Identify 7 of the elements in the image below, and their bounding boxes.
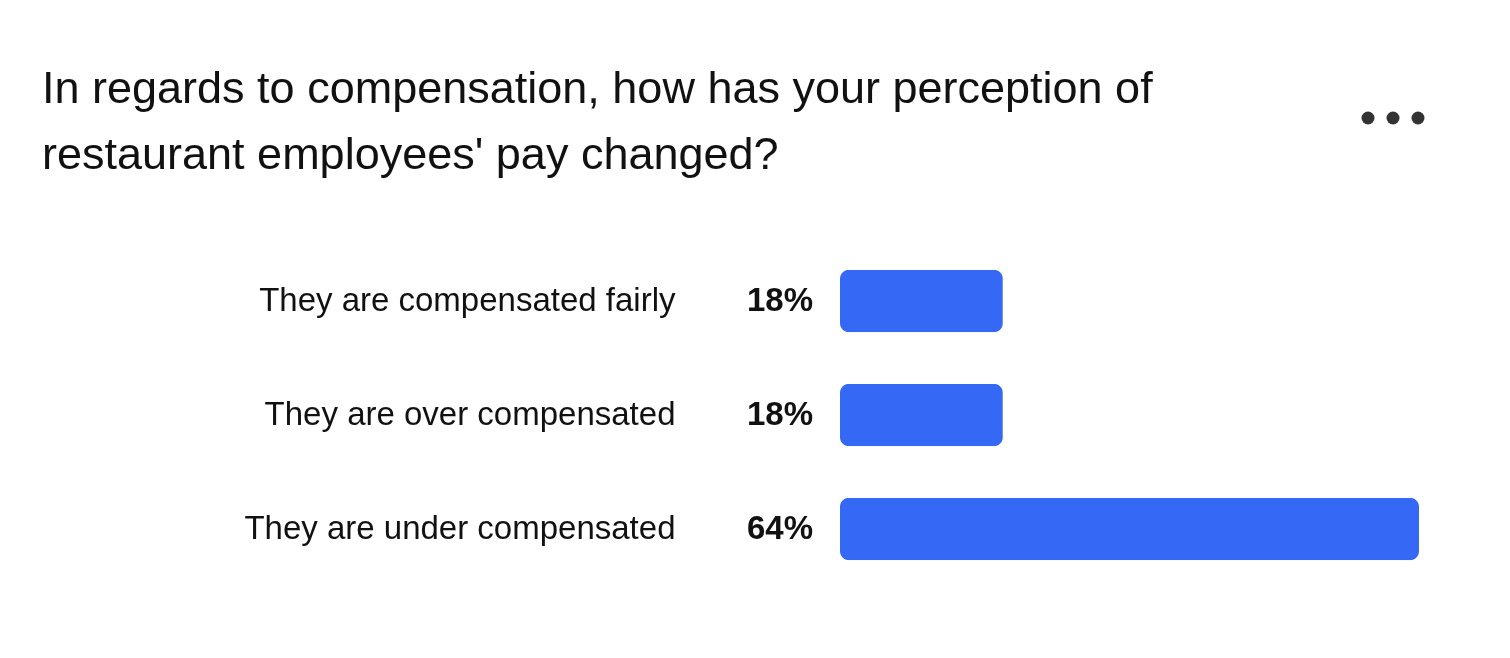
y-tick-label: They are compensated fairly: [259, 281, 676, 318]
y-tick-label: They are under compensated: [244, 509, 676, 546]
chart-title: In regards to compensation, how has your perception of restaurant employees' pay changed?: [42, 61, 1154, 181]
data-label: 18%: [746, 281, 813, 318]
y-tick-label: They are over compensated: [264, 395, 676, 432]
data-label: 18%: [746, 395, 813, 432]
data-label: 64%: [746, 509, 813, 546]
